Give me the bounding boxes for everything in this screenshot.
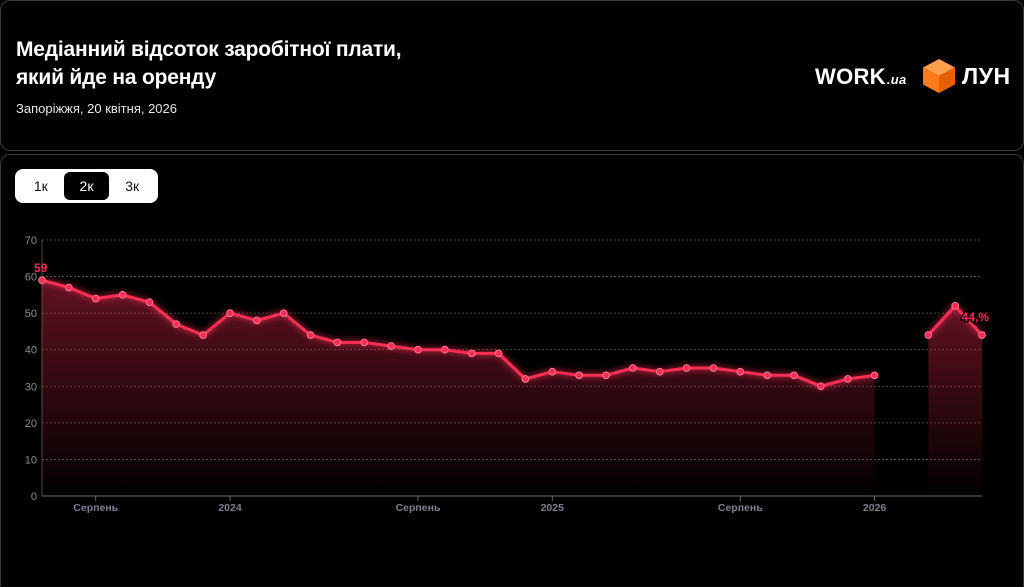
data-point <box>253 316 261 325</box>
start-value-label: 59 <box>34 261 48 275</box>
y-tick-label: 70 <box>25 235 37 247</box>
room-count-toggle: 1к 2к 3к <box>15 169 158 203</box>
toggle-option-3k[interactable]: 3к <box>125 178 140 194</box>
data-point <box>790 371 798 380</box>
data-point <box>817 382 825 391</box>
data-point <box>226 309 234 317</box>
data-point <box>279 309 288 317</box>
toggle-option-2k[interactable]: 2к <box>63 172 110 200</box>
data-point <box>602 371 610 380</box>
data-point <box>118 291 127 299</box>
data-point <box>494 349 503 358</box>
data-point <box>548 367 557 376</box>
work-logo-suffix: .ua <box>886 72 907 87</box>
data-point <box>521 375 530 383</box>
lun-cube-icon <box>923 59 955 93</box>
data-point <box>306 331 315 339</box>
series-line <box>41 278 875 388</box>
x-tick-label: Серпень <box>396 502 441 514</box>
data-point <box>575 371 583 380</box>
data-point <box>65 283 73 292</box>
x-tick-label: 2024 <box>218 502 242 514</box>
series-area <box>42 280 875 496</box>
page-subtitle: Запоріжжя, 20 квітня, 2026 <box>16 101 177 116</box>
y-tick-label: 40 <box>25 345 37 357</box>
y-tick-label: 20 <box>25 418 37 430</box>
work-logo-main: WORK <box>815 64 886 89</box>
work-ua-logo[interactable]: WORK.ua <box>815 64 907 90</box>
data-point <box>709 364 718 372</box>
data-point <box>467 349 476 358</box>
data-point <box>870 371 879 380</box>
header-card <box>0 0 1024 151</box>
data-point <box>843 375 852 383</box>
data-point <box>91 294 100 303</box>
data-point <box>682 364 691 372</box>
data-point <box>387 342 395 350</box>
y-tick-label: 0 <box>31 491 37 503</box>
data-point <box>333 338 342 347</box>
x-tick-label: 2025 <box>541 502 565 514</box>
data-point <box>924 331 933 339</box>
data-point <box>172 320 181 328</box>
data-point <box>199 331 207 339</box>
y-tick-label: 30 <box>25 381 37 393</box>
data-point <box>145 298 154 306</box>
data-point <box>629 364 637 372</box>
data-point <box>951 302 959 310</box>
y-tick-label: 10 <box>25 454 37 466</box>
data-point <box>736 367 745 376</box>
x-tick-label: Серпень <box>73 502 118 514</box>
series-area <box>928 305 982 496</box>
data-point <box>414 345 422 354</box>
y-tick-label: 60 <box>25 272 37 284</box>
data-point <box>441 345 449 354</box>
data-point <box>655 367 664 376</box>
page-title: Медіанний відсоток заробітної плати, яки… <box>16 38 402 89</box>
lun-logo-text[interactable]: ЛУН <box>962 63 1011 89</box>
data-point <box>38 276 46 285</box>
data-point <box>763 371 771 380</box>
end-value-label: 44,% <box>962 310 990 324</box>
toggle-option-1k[interactable]: 1к <box>33 178 48 194</box>
data-point <box>360 338 369 347</box>
y-tick-label: 50 <box>25 308 37 320</box>
x-tick-label: 2026 <box>863 502 887 514</box>
x-tick-label: Серпень <box>718 502 763 514</box>
data-point <box>978 331 986 339</box>
